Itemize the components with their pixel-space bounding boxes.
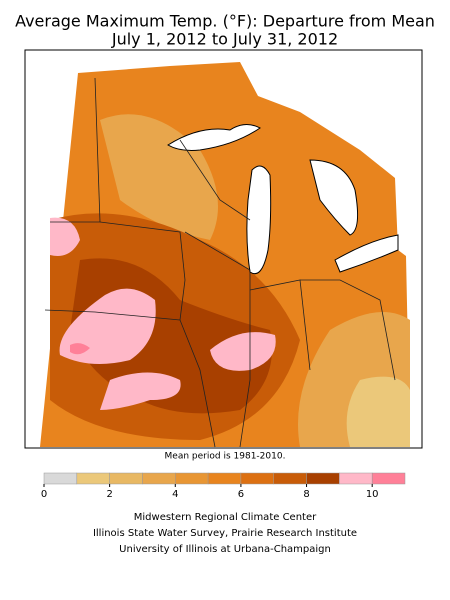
credit: Illinois State Water Survey, Prairie Res… — [93, 528, 357, 539]
lake — [309, 159, 359, 236]
legend-swatch — [306, 472, 340, 485]
region — [100, 372, 181, 410]
legend-swatch — [142, 472, 176, 485]
lake — [167, 124, 261, 151]
legend-swatch — [273, 472, 307, 485]
legend-swatch — [371, 472, 406, 485]
legend: 0 2 4 6 8 10 — [41, 472, 406, 500]
lake — [246, 165, 272, 275]
map-note: Mean period is 1981-2010. — [165, 452, 286, 462]
legend-tick-label: 6 — [238, 489, 244, 500]
legend-swatch — [76, 472, 110, 485]
region — [210, 332, 276, 371]
legend-swatch — [207, 472, 242, 485]
credit: University of Illinois at Urbana-Champai… — [119, 544, 331, 555]
legend-swatch — [240, 472, 274, 485]
state-line — [179, 139, 251, 221]
lake — [334, 234, 399, 273]
credit: Midwestern Regional Climate Center — [134, 512, 317, 523]
title-line: July 1, 2012 to July 31, 2012 — [111, 30, 338, 49]
legend-swatch — [109, 472, 143, 485]
legend-tick-label: 2 — [106, 489, 112, 500]
legend-swatch — [339, 472, 373, 485]
state-line — [300, 279, 396, 381]
legend-swatch — [43, 472, 78, 485]
region — [70, 343, 90, 355]
legend-tick-label: 0 — [41, 489, 47, 500]
legend-tick-label: 10 — [366, 489, 379, 500]
legend-tick-label: 8 — [303, 489, 309, 500]
state-line — [99, 221, 216, 448]
region — [50, 217, 80, 256]
title-line: Average Maximum Temp. (°F): Departure fr… — [15, 12, 435, 31]
legend-tick-label: 4 — [172, 489, 178, 500]
region — [346, 376, 410, 447]
state-line — [44, 309, 181, 321]
map — [24, 49, 423, 449]
legend-swatch — [175, 472, 209, 485]
state-line — [184, 231, 251, 448]
